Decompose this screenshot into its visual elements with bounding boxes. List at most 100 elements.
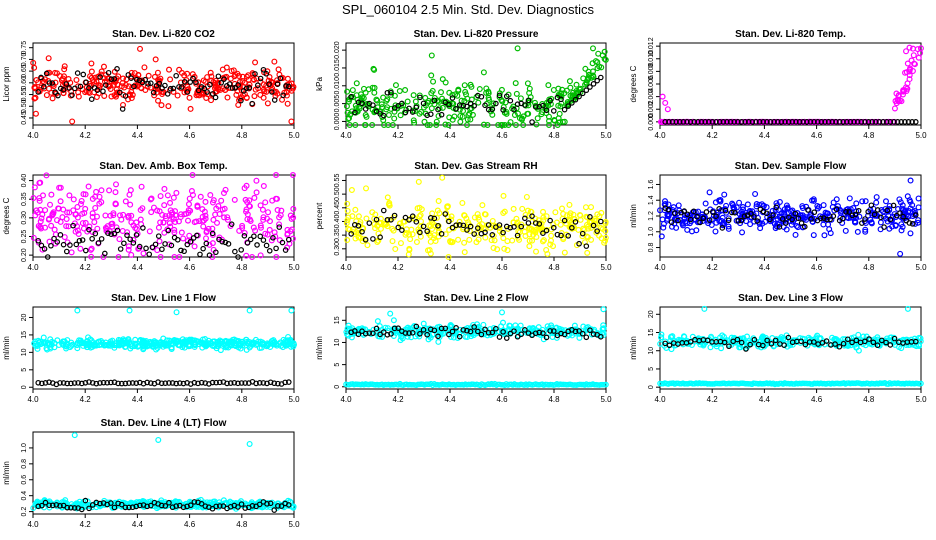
reference-point [507,224,514,231]
reference-point [159,246,165,253]
data-point [275,66,282,73]
reference-point [829,119,836,125]
x-tick-label: 4.2 [392,395,404,404]
reference-point [862,119,868,125]
chart-title: Stan. Dev. Line 4 (LT) Flow [101,418,227,429]
data-point [54,217,61,224]
data-point [907,230,914,237]
y-tick-label: 0.8 [21,459,28,469]
reference-point [155,233,162,239]
data-point [775,207,782,214]
reference-point [720,119,727,125]
data-point [449,238,456,245]
reference-point [285,236,292,243]
data-point [417,212,424,219]
y-tick-label: 0.8 [648,243,655,253]
data-point [744,201,751,208]
reference-point [702,119,708,125]
data-point [551,117,558,124]
data-point [210,197,217,204]
data-point [397,102,404,109]
x-tick-label: 4.8 [863,263,875,272]
data-point [435,338,442,345]
data-point [233,91,240,98]
data-point [89,213,96,220]
data-point [475,99,482,106]
reference-point [362,106,369,112]
data-point [381,220,388,227]
reference-point [178,84,185,90]
reference-point [244,240,251,246]
y-tick-label: 0.45 [21,111,28,125]
data-point [359,94,366,101]
data-point [904,193,911,200]
data-point [74,345,81,352]
reference-point [703,209,710,215]
x-tick-label: 4.2 [392,131,404,140]
data-point [662,99,669,106]
reference-point [779,216,786,222]
data-point [112,201,119,208]
y-tick-label: 0.30 [334,242,341,256]
y-tick-label: 0.006 [648,75,655,93]
data-point [464,121,471,128]
data-point [30,59,37,66]
data-point [452,91,459,98]
data-point [241,229,248,236]
chart-title: Stan. Dev. Line 1 Flow [111,293,216,304]
reference-point [865,119,872,125]
reference-point [514,101,521,107]
reference-point [763,210,770,217]
data-point [518,116,525,123]
reference-point [348,231,355,237]
data-point [251,93,258,100]
reference-point [150,89,157,96]
reference-point [435,222,441,229]
data-point [915,217,922,224]
reference-point [782,119,788,125]
reference-point [840,215,846,222]
data-point [468,83,475,90]
data-point [397,112,404,119]
reference-point [771,119,777,125]
data-point [118,83,125,90]
data-point [46,69,53,76]
x-tick-label: 4.4 [132,520,144,529]
data-point [436,98,443,105]
reference-point [38,242,45,249]
data-point [390,227,397,234]
data-point [130,236,137,243]
reference-point [869,119,876,125]
data-point [260,214,267,221]
data-point [82,205,89,212]
reference-point [79,237,86,243]
data-point [442,121,449,128]
reference-point [735,119,741,125]
x-tick-label: 4.2 [80,395,92,404]
reference-point [572,96,579,103]
reference-point [587,84,593,90]
data-point [504,238,511,245]
data-point [199,206,206,213]
data-point [561,249,568,256]
x-tick-label: 4.6 [184,131,196,140]
data-point [385,121,392,128]
data-point [520,121,527,128]
data-point [781,211,788,218]
data-point [178,229,185,236]
reference-point [851,119,857,125]
x-tick-label: 4.6 [811,395,823,404]
data-point [552,209,559,216]
y-tick-label: 1.2 [648,211,655,221]
y-tick-label: 15 [648,329,655,337]
reference-point [219,238,225,245]
y-tick-label: 0.25 [21,230,28,244]
data-point [128,212,135,219]
data-point [252,86,259,93]
data-point [82,191,89,198]
reference-point [108,76,115,82]
data-point [115,254,122,261]
data-point [125,246,132,253]
data-point [772,212,779,219]
reference-point [540,230,546,236]
